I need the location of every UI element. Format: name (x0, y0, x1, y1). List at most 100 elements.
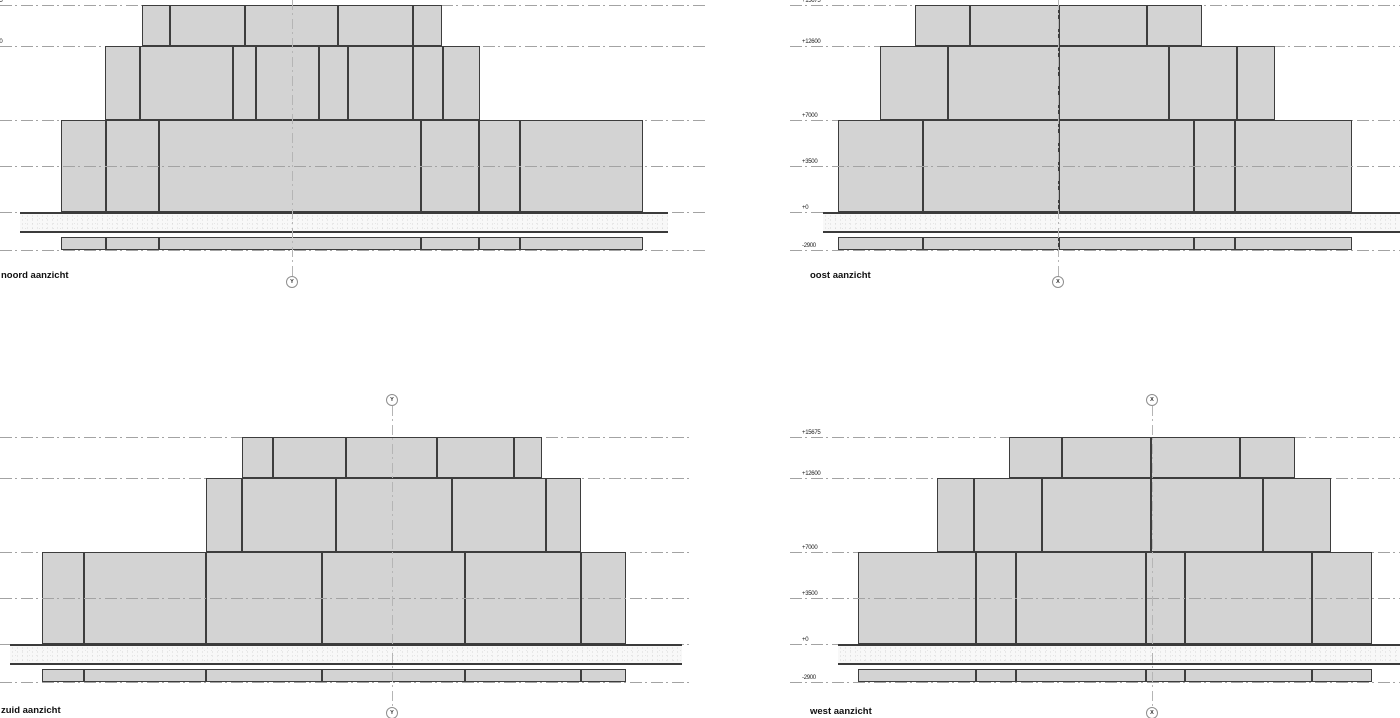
grid-axis-marker: X (1146, 394, 1158, 406)
foundation-block (1016, 669, 1146, 682)
building-block (348, 46, 413, 120)
level-label: +0 (802, 205, 809, 211)
foundation-block (42, 669, 84, 682)
foundation-block (1235, 237, 1352, 250)
level-label: +3500 (802, 159, 818, 165)
grid-axis-marker: X (1052, 276, 1064, 288)
foundation-block (206, 669, 322, 682)
foundation-block (479, 237, 520, 250)
building-block (452, 478, 546, 552)
level-label: +7000 (802, 113, 818, 119)
building-block (338, 5, 413, 46)
grid-axis-line (1152, 406, 1153, 707)
grid-axis-line (292, 0, 293, 277)
level-label: -2900 (802, 675, 816, 681)
building-block (1042, 478, 1151, 552)
level-label: +15675 (0, 0, 3, 4)
building-block (1062, 437, 1151, 478)
building-block (970, 5, 1059, 46)
building-block (256, 46, 319, 120)
building-block (336, 478, 452, 552)
level-line (790, 682, 1400, 683)
level-label: +15675 (802, 430, 821, 436)
building-block (142, 5, 170, 46)
building-block (319, 46, 348, 120)
foundation-block (1312, 669, 1372, 682)
foundation-block (858, 669, 976, 682)
foundation-block (581, 669, 626, 682)
foundation-block (159, 237, 421, 250)
view-title-noord: noord aanzicht (1, 270, 69, 281)
building-block (242, 437, 273, 478)
view-title-zuid: zuid aanzicht (1, 705, 61, 716)
grid-axis-marker: X (1146, 707, 1158, 718)
building-block (242, 478, 336, 552)
level-label: +3500 (802, 591, 818, 597)
level-label: +0 (802, 637, 809, 643)
building-block (937, 478, 974, 552)
foundation-block (322, 669, 465, 682)
level-label: +15675 (802, 0, 821, 4)
level-label: -2900 (802, 243, 816, 249)
level-line (0, 166, 708, 167)
building-block (1169, 46, 1237, 120)
foundation-block (838, 237, 923, 250)
building-block (346, 437, 437, 478)
foundation-block (976, 669, 1016, 682)
view-title-oost: oost aanzicht (810, 270, 871, 281)
building-block (1147, 5, 1202, 46)
building-block (1240, 437, 1295, 478)
building-block (443, 46, 480, 120)
foundation-block (520, 237, 643, 250)
level-line (790, 250, 1400, 251)
building-block (206, 478, 242, 552)
building-block (1009, 437, 1062, 478)
building-block (1237, 46, 1275, 120)
ground-strip (823, 212, 1400, 233)
level-line (0, 250, 708, 251)
building-block (1151, 437, 1240, 478)
level-line (0, 682, 690, 683)
grid-axis-marker: Y (286, 276, 298, 288)
foundation-block (61, 237, 106, 250)
building-block (140, 46, 233, 120)
building-block (880, 46, 948, 120)
foundation-block (1059, 237, 1194, 250)
building-block (1059, 46, 1169, 120)
building-block (413, 46, 443, 120)
building-block (1059, 5, 1147, 46)
building-block (437, 437, 514, 478)
building-block (948, 46, 1059, 120)
building-block (245, 5, 338, 46)
view-title-west: west aanzicht (810, 706, 872, 717)
grid-axis-line (392, 406, 393, 707)
level-label: +12600 (802, 39, 821, 45)
building-block (273, 437, 346, 478)
foundation-block (1146, 669, 1185, 682)
building-block (514, 437, 542, 478)
foundation-block (1194, 237, 1235, 250)
level-line (0, 598, 690, 599)
foundation-block (465, 669, 581, 682)
ground-strip (10, 644, 682, 665)
building-block (170, 5, 245, 46)
building-block (105, 46, 140, 120)
ground-strip (20, 212, 668, 233)
grid-axis-line (1058, 0, 1059, 277)
foundation-block (421, 237, 479, 250)
building-block (915, 5, 970, 46)
building-block (974, 478, 1042, 552)
foundation-block (923, 237, 1059, 250)
level-line (790, 166, 1400, 167)
building-block (233, 46, 256, 120)
level-label: +12600 (802, 471, 821, 477)
building-block (1151, 478, 1263, 552)
foundation-block (84, 669, 206, 682)
level-label: +7000 (802, 545, 818, 551)
building-block (1263, 478, 1331, 552)
building-block (546, 478, 581, 552)
grid-axis-marker: Y (386, 707, 398, 718)
level-line (790, 598, 1400, 599)
ground-strip (838, 644, 1400, 665)
